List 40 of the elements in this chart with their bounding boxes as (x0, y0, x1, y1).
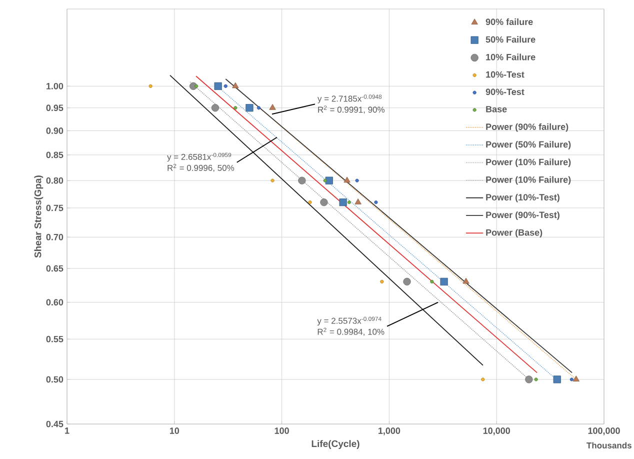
legend-label: Power (90%-Test) (486, 211, 560, 220)
y-tick-label: 0.85 (46, 152, 64, 158)
legend-label: 10% Failure (486, 54, 536, 60)
legend-label: 90% failure (486, 18, 533, 26)
annotation: y = 2.5573x$^{-0.0974}$ (317, 316, 382, 326)
y-tick-label: 0.45 (46, 420, 64, 428)
y-tick-label: 0.60 (46, 299, 64, 306)
y-tick-label: 1.00 (46, 82, 64, 90)
x-tick-label: 10 (170, 428, 180, 434)
legend-label: Power (Base) (486, 229, 542, 238)
y-tick-label: 0.90 (46, 128, 64, 134)
y-tick-label: 0.80 (46, 177, 64, 184)
legend-label: Power (50% Failure) (486, 140, 571, 150)
legend-label: 90%-Test (486, 88, 524, 96)
annotation: R$^{2}$ = 0.9991, 90% (318, 106, 385, 114)
legend-label: 10%-Test (486, 71, 524, 78)
x-tick-label: 100,000 (588, 428, 620, 436)
y-tick-label: 0.55 (46, 336, 64, 342)
x-tick-label: 10,000 (483, 428, 510, 436)
y-tick-label: 0.75 (46, 204, 64, 212)
x-tick-label: 100 (274, 428, 289, 434)
x-axis-title: Life(Cycle) (312, 440, 360, 449)
x-tick-label: 1 (65, 428, 70, 434)
legend-label: Base (486, 106, 507, 112)
annotation: R$^{2}$ = 0.9984, 10% (318, 328, 384, 336)
y-tick-label: 0.65 (46, 265, 64, 272)
y-tick-label: 0.95 (46, 104, 64, 112)
annotation: y = 2.7185x$^{-0.0948}$ (317, 94, 382, 104)
annotation: R$^{2}$ = 0.9996, 50% (168, 164, 234, 172)
y-tick-label: 0.70 (46, 234, 64, 240)
legend-label: 50% Failure (486, 36, 536, 43)
y-axis-title: Shear Stress(Gpa) (34, 176, 44, 258)
legend-label: Power (10%-Test) (486, 194, 560, 202)
legend-label: Power (90% failure) (486, 123, 568, 132)
legend-label: Power (10% Failure) (486, 158, 571, 167)
x-tick-label: 1,000 (378, 428, 400, 436)
text: Thousands (586, 442, 632, 448)
legend-label: Power (10% Failure) (486, 176, 571, 185)
annotation: y = 2.6581x$^{-0.0959}$ (167, 152, 232, 162)
y-tick-label: 0.50 (46, 376, 64, 383)
